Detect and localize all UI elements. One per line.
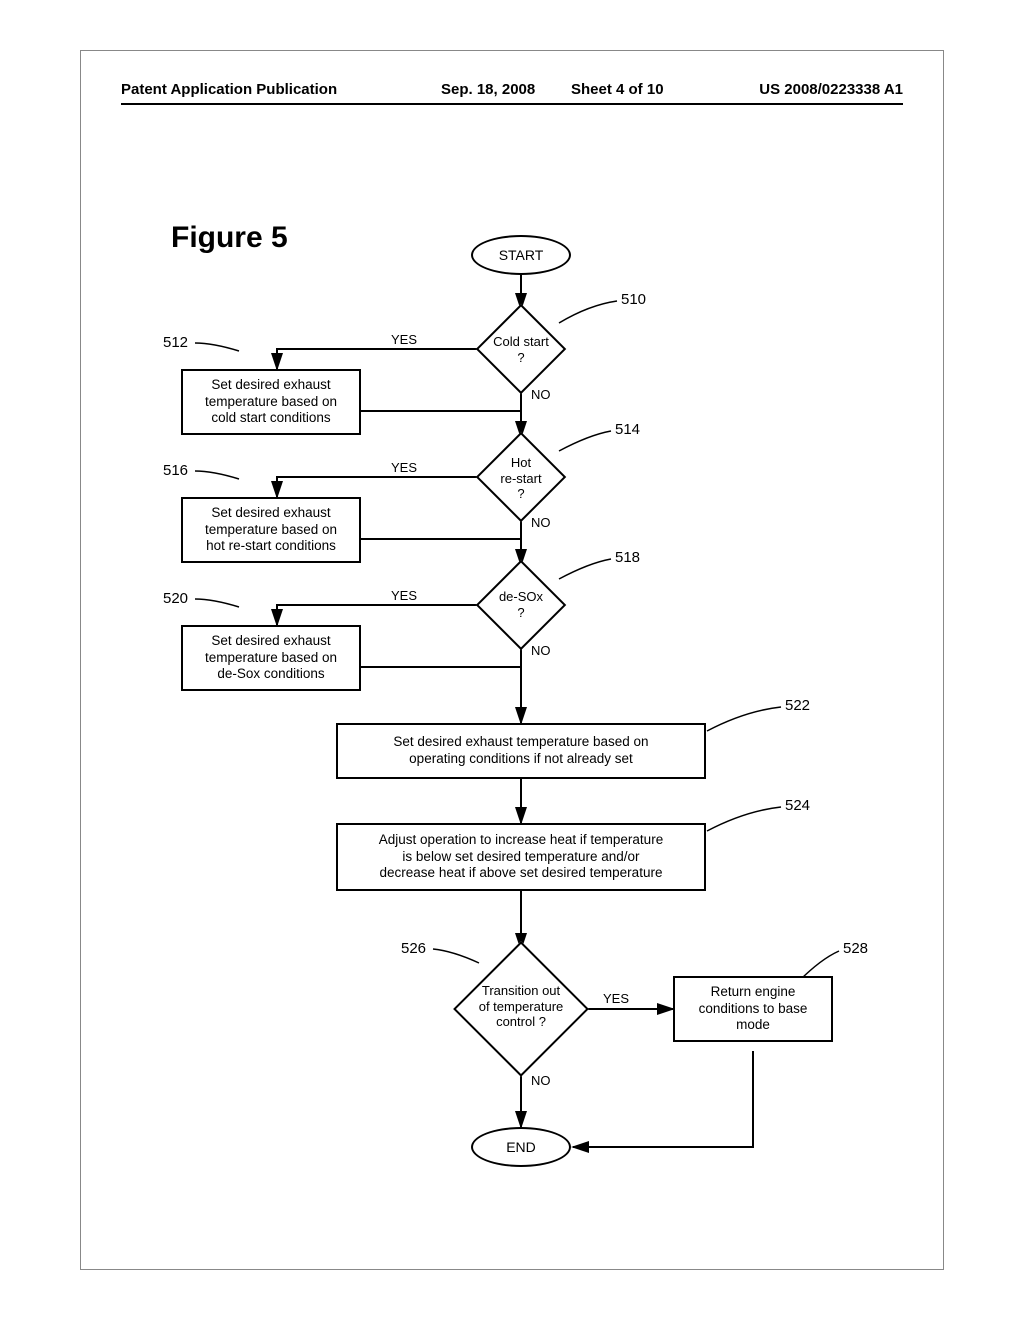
process-512: Set desired exhausttemperature based onc… <box>181 369 361 435</box>
process-528: Return engineconditions to basemode <box>673 976 833 1042</box>
process-528-text: Return engineconditions to basemode <box>699 984 808 1035</box>
edge-510-no: NO <box>531 387 551 402</box>
ref-518: 518 <box>615 549 640 566</box>
edge-518-no: NO <box>531 643 551 658</box>
ref-522: 522 <box>785 697 810 714</box>
process-520-text: Set desired exhausttemperature based ond… <box>205 633 337 684</box>
process-522: Set desired exhaust temperature based on… <box>336 723 706 779</box>
ref-510: 510 <box>621 291 646 308</box>
page-frame: Patent Application Publication Sep. 18, … <box>80 50 944 1270</box>
process-516: Set desired exhausttemperature based onh… <box>181 497 361 563</box>
edge-526-yes: YES <box>603 991 629 1006</box>
ref-524: 524 <box>785 797 810 814</box>
process-516-text: Set desired exhausttemperature based onh… <box>205 505 337 556</box>
ref-512: 512 <box>163 334 188 351</box>
terminal-end-label: END <box>506 1139 536 1155</box>
edge-514-yes: YES <box>391 460 417 475</box>
process-524-text: Adjust operation to increase heat if tem… <box>379 832 663 883</box>
ref-516: 516 <box>163 462 188 479</box>
process-512-text: Set desired exhausttemperature based onc… <box>205 377 337 428</box>
process-522-text: Set desired exhaust temperature based on… <box>393 734 648 768</box>
ref-526: 526 <box>401 940 426 957</box>
edge-514-no: NO <box>531 515 551 530</box>
terminal-end: END <box>471 1127 571 1167</box>
ref-520: 520 <box>163 590 188 607</box>
edge-518-yes: YES <box>391 588 417 603</box>
process-520: Set desired exhausttemperature based ond… <box>181 625 361 691</box>
edge-510-yes: YES <box>391 332 417 347</box>
process-524: Adjust operation to increase heat if tem… <box>336 823 706 891</box>
ref-528: 528 <box>843 940 868 957</box>
ref-514: 514 <box>615 421 640 438</box>
terminal-start: START <box>471 235 571 275</box>
edge-526-no: NO <box>531 1073 551 1088</box>
terminal-start-label: START <box>499 247 544 263</box>
